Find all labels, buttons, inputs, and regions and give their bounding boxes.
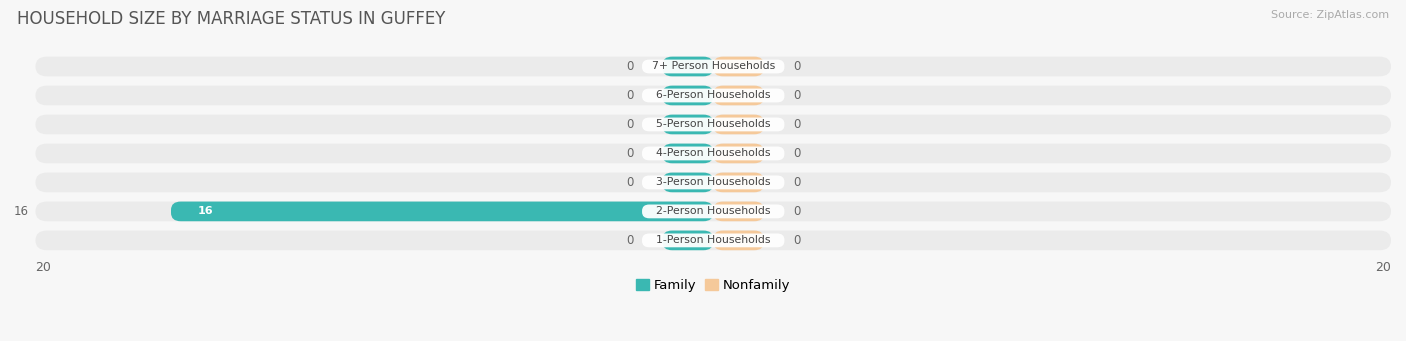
FancyBboxPatch shape xyxy=(713,144,763,163)
FancyBboxPatch shape xyxy=(662,173,713,192)
FancyBboxPatch shape xyxy=(643,205,785,218)
FancyBboxPatch shape xyxy=(713,115,763,134)
FancyBboxPatch shape xyxy=(35,57,1391,76)
Text: 16: 16 xyxy=(14,205,28,218)
FancyBboxPatch shape xyxy=(35,231,1391,250)
FancyBboxPatch shape xyxy=(643,60,785,73)
FancyBboxPatch shape xyxy=(35,202,1391,221)
FancyBboxPatch shape xyxy=(662,57,713,76)
FancyBboxPatch shape xyxy=(713,57,763,76)
Text: 0: 0 xyxy=(793,176,800,189)
FancyBboxPatch shape xyxy=(172,202,713,221)
Text: 0: 0 xyxy=(626,234,634,247)
Text: 0: 0 xyxy=(626,176,634,189)
FancyBboxPatch shape xyxy=(35,115,1391,134)
Text: 0: 0 xyxy=(626,118,634,131)
FancyBboxPatch shape xyxy=(643,147,785,160)
Text: 5-Person Households: 5-Person Households xyxy=(657,119,770,130)
FancyBboxPatch shape xyxy=(35,173,1391,192)
Text: 0: 0 xyxy=(793,205,800,218)
FancyBboxPatch shape xyxy=(35,144,1391,163)
FancyBboxPatch shape xyxy=(35,86,1391,105)
FancyBboxPatch shape xyxy=(643,89,785,102)
Legend: Family, Nonfamily: Family, Nonfamily xyxy=(630,273,796,297)
FancyBboxPatch shape xyxy=(643,176,785,189)
FancyBboxPatch shape xyxy=(643,234,785,247)
Text: 0: 0 xyxy=(626,147,634,160)
Text: 6-Person Households: 6-Person Households xyxy=(657,90,770,101)
Text: HOUSEHOLD SIZE BY MARRIAGE STATUS IN GUFFEY: HOUSEHOLD SIZE BY MARRIAGE STATUS IN GUF… xyxy=(17,10,446,28)
Text: 1-Person Households: 1-Person Households xyxy=(657,235,770,246)
FancyBboxPatch shape xyxy=(662,86,713,105)
Text: 2-Person Households: 2-Person Households xyxy=(657,206,770,217)
Text: 20: 20 xyxy=(35,261,52,274)
FancyBboxPatch shape xyxy=(713,231,763,250)
FancyBboxPatch shape xyxy=(662,144,713,163)
FancyBboxPatch shape xyxy=(662,115,713,134)
Text: Source: ZipAtlas.com: Source: ZipAtlas.com xyxy=(1271,10,1389,20)
Text: 0: 0 xyxy=(793,60,800,73)
Text: 0: 0 xyxy=(793,89,800,102)
FancyBboxPatch shape xyxy=(643,118,785,131)
Text: 0: 0 xyxy=(793,147,800,160)
FancyBboxPatch shape xyxy=(713,86,763,105)
Text: 0: 0 xyxy=(626,60,634,73)
Text: 16: 16 xyxy=(198,206,214,217)
Text: 3-Person Households: 3-Person Households xyxy=(657,177,770,188)
Text: 0: 0 xyxy=(793,118,800,131)
Text: 20: 20 xyxy=(1375,261,1391,274)
Text: 7+ Person Households: 7+ Person Households xyxy=(651,61,775,72)
FancyBboxPatch shape xyxy=(713,173,763,192)
Text: 0: 0 xyxy=(626,89,634,102)
Text: 0: 0 xyxy=(793,234,800,247)
FancyBboxPatch shape xyxy=(713,202,763,221)
Text: 4-Person Households: 4-Person Households xyxy=(657,148,770,159)
FancyBboxPatch shape xyxy=(662,231,713,250)
